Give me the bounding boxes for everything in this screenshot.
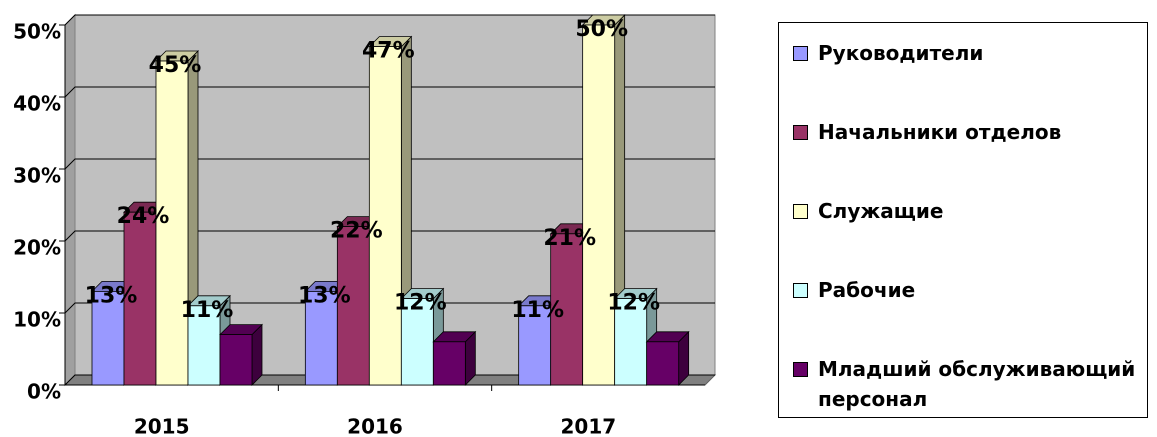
legend-label: Начальники отделов (818, 120, 1062, 144)
y-tick-label: 10% (13, 308, 61, 332)
data-label: 11% (511, 298, 564, 323)
data-label: 21% (543, 226, 596, 251)
data-label: 47% (362, 39, 415, 64)
data-label: 24% (117, 204, 170, 229)
legend-item: Младший обслуживающий персонал (793, 354, 1138, 414)
legend-swatch (793, 362, 808, 377)
bar (582, 24, 616, 386)
y-tick-label: 40% (13, 92, 61, 116)
grid-line (64, 230, 715, 242)
legend-label: Служащие (818, 199, 944, 223)
bar (646, 341, 680, 386)
bar (91, 290, 125, 386)
data-label: 13% (85, 283, 138, 308)
legend: Руководители Начальники отделов Служащие Ра… (778, 22, 1148, 418)
chart: 0% 10% 20% 30% 40% 50% 2015 2016 2017 13% 24% 45% 11… (13, 13, 717, 437)
legend-label: Руководители (818, 41, 984, 65)
y-tick-label: 0% (27, 380, 61, 404)
legend-item: Рабочие (793, 275, 1138, 305)
legend-swatch (793, 204, 808, 219)
bar (219, 334, 253, 386)
y-tick-label: 30% (13, 164, 61, 188)
legend-swatch (793, 125, 808, 140)
legend-label: Младший обслуживающий персонал (818, 357, 1136, 411)
grid-line (64, 374, 715, 386)
bar (155, 60, 189, 386)
bar (336, 226, 370, 386)
bar (518, 305, 552, 386)
data-label: 50% (575, 17, 628, 42)
bar (187, 305, 221, 386)
grid-line (64, 14, 715, 26)
data-label: 12% (394, 291, 447, 316)
legend-swatch (793, 283, 808, 298)
bar (304, 290, 338, 386)
bar (400, 298, 434, 386)
legend-label: Рабочие (818, 278, 916, 302)
legend-item: Руководители (793, 38, 1138, 68)
x-tick-label: 2016 (347, 415, 403, 437)
legend-swatch (793, 46, 808, 61)
bar (368, 46, 402, 386)
y-tick-label: 20% (13, 236, 61, 260)
legend-item: Начальники отделов (793, 117, 1138, 147)
data-label: 11% (181, 298, 234, 323)
data-label: 45% (149, 53, 202, 78)
bar (432, 341, 466, 386)
side-wall (64, 13, 76, 387)
grid-line (64, 86, 715, 98)
grid-line (64, 302, 715, 314)
y-tick-label: 50% (13, 20, 61, 44)
legend-item: Служащие (793, 196, 1138, 226)
data-label: 13% (298, 283, 351, 308)
grid-line (64, 158, 715, 170)
data-label: 22% (330, 219, 383, 244)
x-tick-label: 2017 (560, 415, 616, 437)
data-label: 12% (607, 291, 660, 316)
x-tick-label: 2015 (134, 415, 190, 437)
